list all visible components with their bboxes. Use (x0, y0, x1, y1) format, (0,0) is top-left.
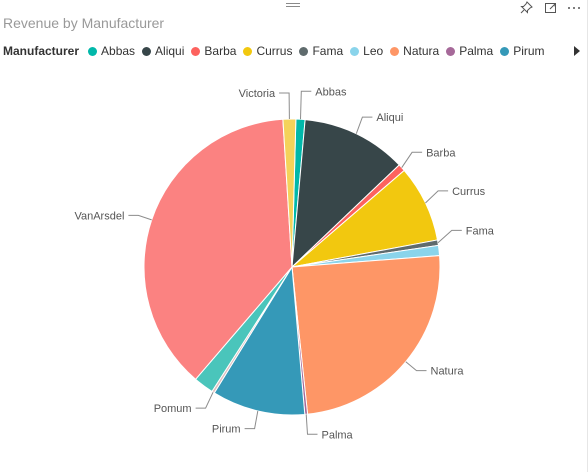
leader-line-victoria (279, 93, 289, 119)
leader-line-vanarsdel (128, 215, 151, 220)
leader-line-abbas (301, 91, 312, 119)
leader-line-palma (306, 414, 317, 434)
leader-line-fama (438, 230, 462, 242)
data-label-vanarsdel: VanArsdel (74, 210, 124, 222)
data-label-currus: Currus (452, 186, 486, 198)
data-label-victoria: Victoria (239, 88, 276, 100)
pie-slice-natura[interactable] (292, 256, 440, 415)
data-label-palma: Palma (322, 429, 354, 441)
leader-line-currus (425, 191, 448, 203)
data-label-natura: Natura (431, 366, 465, 378)
leader-line-pomum (196, 392, 214, 408)
leader-line-barba (402, 152, 422, 167)
data-label-fama: Fama (466, 225, 495, 237)
leader-line-pirum (245, 411, 258, 429)
data-label-pirum: Pirum (212, 424, 241, 436)
leader-line-aliqui (356, 117, 372, 134)
data-label-aliqui: Aliqui (376, 112, 403, 124)
data-label-barba: Barba (426, 147, 456, 159)
data-label-abbas: Abbas (315, 86, 347, 98)
data-label-pomum: Pomum (154, 403, 192, 415)
leader-line-natura (406, 362, 427, 371)
